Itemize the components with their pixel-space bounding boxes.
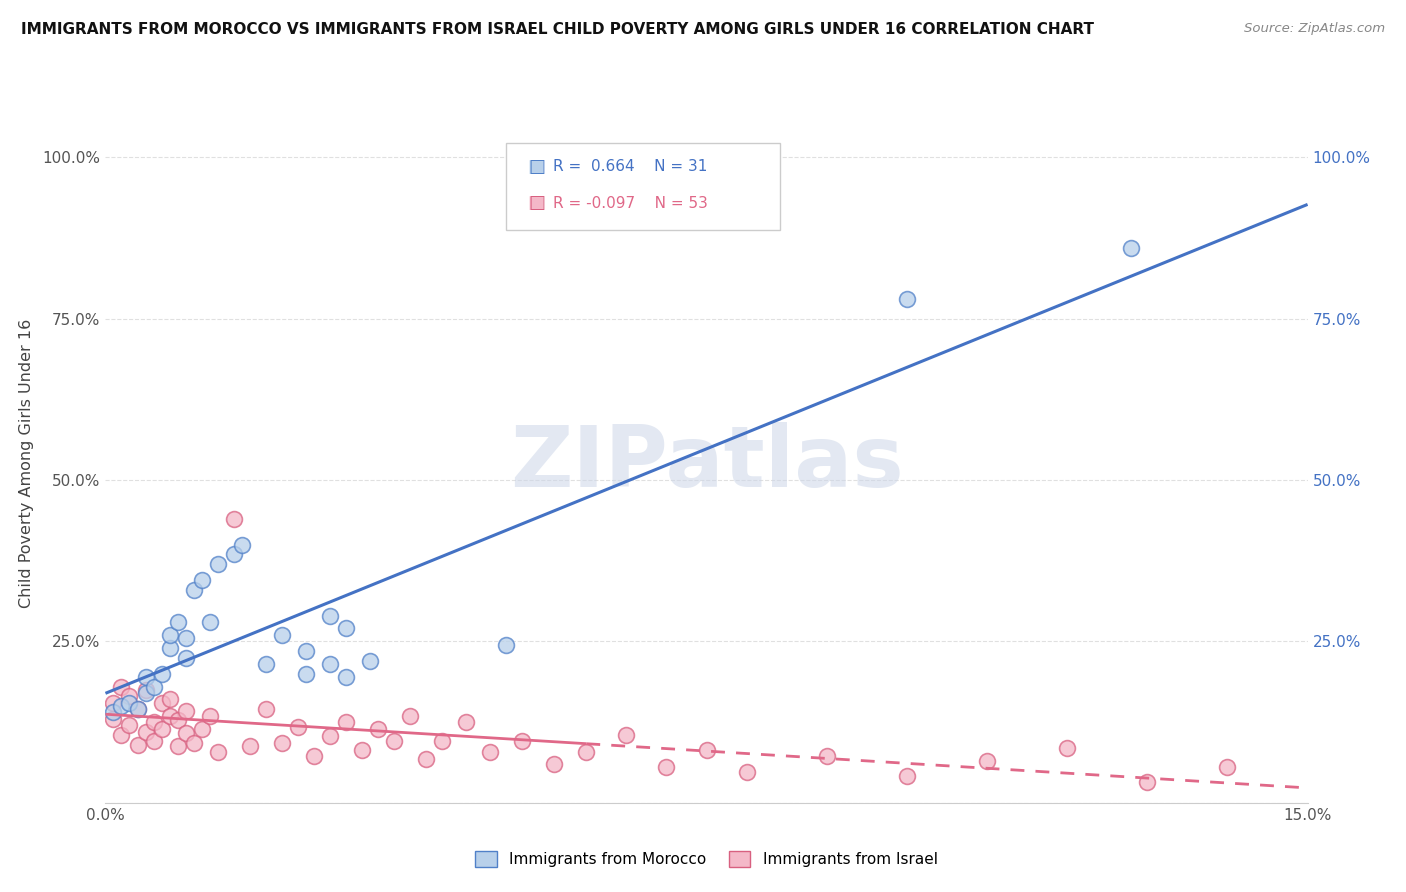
Point <box>127 738 149 752</box>
Point <box>142 715 165 730</box>
Point <box>198 708 221 723</box>
Point <box>222 512 245 526</box>
Point <box>142 734 165 748</box>
Point <box>735 764 758 779</box>
Text: ZIPatlas: ZIPatlas <box>509 422 904 506</box>
Point <box>166 615 188 629</box>
Point <box>174 726 197 740</box>
Point <box>150 696 173 710</box>
Text: R =  0.664    N = 31: R = 0.664 N = 31 <box>553 160 707 174</box>
Point <box>110 728 132 742</box>
Point <box>174 650 197 665</box>
Point <box>655 760 678 774</box>
Point <box>127 702 149 716</box>
Point <box>174 631 197 645</box>
Point <box>127 702 149 716</box>
Point <box>270 628 292 642</box>
Point <box>454 715 477 730</box>
Point <box>110 680 132 694</box>
Point <box>183 582 205 597</box>
Point <box>198 615 221 629</box>
Point <box>479 746 502 760</box>
Point <box>159 708 181 723</box>
Point <box>335 622 357 636</box>
Point <box>295 644 318 658</box>
Point <box>976 754 998 768</box>
Point <box>319 657 342 671</box>
Point <box>270 736 292 750</box>
Point <box>815 749 838 764</box>
Point <box>183 736 205 750</box>
Text: □: □ <box>529 158 546 176</box>
Point <box>575 746 598 760</box>
Text: Source: ZipAtlas.com: Source: ZipAtlas.com <box>1244 22 1385 36</box>
Point <box>430 734 453 748</box>
Point <box>118 690 141 704</box>
Point <box>1056 740 1078 755</box>
Y-axis label: Child Poverty Among Girls Under 16: Child Poverty Among Girls Under 16 <box>20 319 34 608</box>
Point <box>222 547 245 561</box>
Point <box>510 734 533 748</box>
Point <box>302 749 325 764</box>
Point <box>231 537 253 551</box>
Point <box>135 682 157 697</box>
Point <box>207 557 229 571</box>
Point <box>118 718 141 732</box>
Point <box>118 696 141 710</box>
Point <box>696 743 718 757</box>
Point <box>135 724 157 739</box>
Point <box>135 670 157 684</box>
Point <box>254 657 277 671</box>
Point <box>335 715 357 730</box>
Point <box>287 720 309 734</box>
Point <box>190 722 212 736</box>
Point <box>239 739 262 753</box>
Point <box>174 704 197 718</box>
Text: □: □ <box>529 194 546 212</box>
Point <box>382 734 405 748</box>
Point <box>415 752 437 766</box>
Point <box>335 670 357 684</box>
Point <box>367 722 389 736</box>
Point <box>254 702 277 716</box>
Point <box>159 692 181 706</box>
Point <box>110 698 132 713</box>
Text: IMMIGRANTS FROM MOROCCO VS IMMIGRANTS FROM ISRAEL CHILD POVERTY AMONG GIRLS UNDE: IMMIGRANTS FROM MOROCCO VS IMMIGRANTS FR… <box>21 22 1094 37</box>
Point <box>1136 775 1159 789</box>
Point <box>359 654 381 668</box>
Text: ■: ■ <box>527 194 544 212</box>
Legend: Immigrants from Morocco, Immigrants from Israel: Immigrants from Morocco, Immigrants from… <box>470 845 943 873</box>
Point <box>142 680 165 694</box>
Point <box>319 608 342 623</box>
Point <box>150 666 173 681</box>
Point <box>616 728 638 742</box>
Point <box>543 757 565 772</box>
Point <box>159 640 181 655</box>
Point <box>495 638 517 652</box>
Point <box>319 729 342 743</box>
Point <box>1216 760 1239 774</box>
Point <box>190 573 212 587</box>
Point <box>1121 241 1143 255</box>
Point <box>295 666 318 681</box>
Point <box>207 746 229 760</box>
Point <box>135 686 157 700</box>
Point <box>103 696 125 710</box>
Point <box>166 739 188 753</box>
Text: R = -0.097    N = 53: R = -0.097 N = 53 <box>553 196 707 211</box>
Point <box>103 706 125 720</box>
Point <box>350 743 373 757</box>
Point <box>166 713 188 727</box>
Point <box>159 628 181 642</box>
Point <box>399 708 422 723</box>
Point <box>896 769 918 783</box>
Point <box>150 722 173 736</box>
Point <box>103 712 125 726</box>
Point <box>896 292 918 306</box>
Text: ■: ■ <box>527 158 544 176</box>
